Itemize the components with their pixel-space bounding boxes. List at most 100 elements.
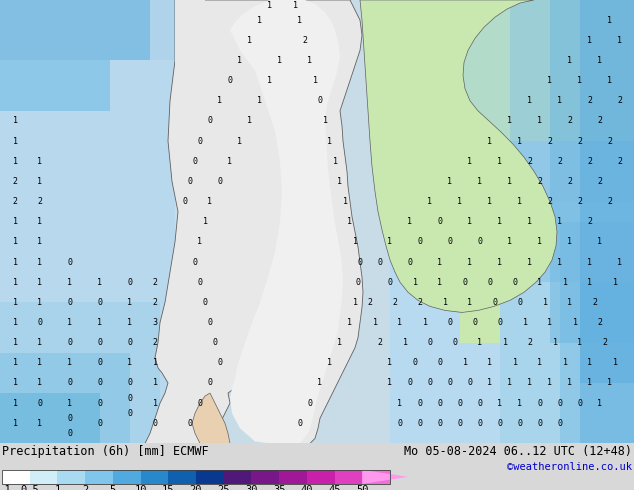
- Text: 2: 2: [607, 197, 612, 206]
- Text: 1: 1: [37, 217, 42, 226]
- Text: 0: 0: [557, 419, 562, 428]
- Text: 2: 2: [607, 137, 612, 146]
- Text: 1: 1: [498, 157, 503, 166]
- Text: 1: 1: [247, 36, 252, 45]
- Bar: [335, 470, 362, 484]
- Bar: [0, 353, 130, 443]
- Text: 0: 0: [498, 419, 503, 428]
- Polygon shape: [192, 393, 230, 443]
- Bar: [510, 0, 634, 282]
- Bar: [560, 222, 634, 443]
- Text: 1: 1: [127, 318, 133, 327]
- Text: 2: 2: [597, 318, 602, 327]
- Text: 1: 1: [557, 96, 562, 105]
- Text: 1: 1: [153, 358, 157, 368]
- Text: 0: 0: [207, 117, 212, 125]
- Text: 1: 1: [278, 56, 283, 65]
- Text: 2: 2: [593, 298, 597, 307]
- Bar: [362, 470, 390, 484]
- Bar: [460, 0, 634, 201]
- Text: 1: 1: [387, 237, 392, 246]
- Bar: [0, 393, 100, 443]
- Text: 1: 1: [268, 0, 273, 9]
- Text: 2: 2: [602, 338, 607, 347]
- Text: 1: 1: [498, 217, 503, 226]
- Text: 0: 0: [67, 298, 72, 307]
- Text: 2: 2: [578, 197, 583, 206]
- Text: 0: 0: [198, 137, 202, 146]
- Text: 1: 1: [588, 36, 593, 45]
- Text: 2: 2: [588, 96, 593, 105]
- Text: 1: 1: [153, 378, 157, 388]
- Text: 2: 2: [597, 117, 602, 125]
- Bar: [175, 0, 205, 81]
- Text: 0: 0: [98, 338, 103, 347]
- Bar: [500, 343, 634, 393]
- Bar: [0, 0, 175, 60]
- Text: 1: 1: [488, 197, 493, 206]
- Bar: [58, 470, 85, 484]
- Text: 0: 0: [458, 419, 462, 428]
- Text: 2: 2: [153, 298, 157, 307]
- Text: 1: 1: [507, 237, 512, 246]
- Text: 0: 0: [198, 278, 202, 287]
- Text: 2: 2: [377, 338, 382, 347]
- Text: 0: 0: [193, 258, 198, 267]
- Text: 0: 0: [98, 399, 103, 408]
- Text: 1: 1: [413, 278, 418, 287]
- Text: 1: 1: [597, 56, 602, 65]
- Text: 1: 1: [318, 378, 323, 388]
- Text: 1: 1: [562, 358, 567, 368]
- Text: 2: 2: [527, 338, 533, 347]
- Text: 0: 0: [578, 399, 583, 408]
- Text: 1: 1: [588, 358, 593, 368]
- Text: 0: 0: [448, 237, 453, 246]
- Text: 10: 10: [134, 485, 147, 490]
- Text: 0: 0: [217, 177, 223, 186]
- Text: 2: 2: [153, 278, 157, 287]
- Text: 0: 0: [538, 399, 543, 408]
- Text: 1: 1: [13, 217, 18, 226]
- Text: 1: 1: [37, 419, 42, 428]
- Text: 1: 1: [323, 117, 328, 125]
- Text: 1: 1: [597, 237, 602, 246]
- Bar: [279, 470, 307, 484]
- Text: 1: 1: [198, 237, 202, 246]
- Text: 2: 2: [548, 137, 552, 146]
- Text: 0: 0: [512, 278, 517, 287]
- Text: 1: 1: [408, 217, 413, 226]
- Text: 1: 1: [498, 258, 503, 267]
- Text: 1: 1: [328, 137, 332, 146]
- Text: 0: 0: [127, 393, 133, 403]
- Text: 2: 2: [527, 157, 533, 166]
- Text: 1: 1: [13, 117, 18, 125]
- Text: 1: 1: [448, 177, 453, 186]
- Bar: [224, 470, 252, 484]
- Text: 2: 2: [618, 96, 623, 105]
- Text: 1: 1: [488, 358, 493, 368]
- Text: 0: 0: [207, 318, 212, 327]
- Text: 1: 1: [37, 338, 42, 347]
- Text: 30: 30: [245, 485, 257, 490]
- Text: 0: 0: [98, 298, 103, 307]
- Text: 35: 35: [273, 485, 285, 490]
- Text: 0: 0: [67, 429, 72, 438]
- Text: 1: 1: [398, 318, 403, 327]
- Text: 2: 2: [588, 217, 593, 226]
- Text: 1: 1: [37, 298, 42, 307]
- Text: 1: 1: [373, 318, 377, 327]
- Text: 1: 1: [578, 76, 583, 85]
- Text: 1: 1: [13, 157, 18, 166]
- Text: 0: 0: [453, 338, 458, 347]
- Text: 1: 1: [458, 197, 462, 206]
- Text: 1: 1: [347, 217, 353, 226]
- Text: 1: 1: [13, 338, 18, 347]
- Text: 2: 2: [567, 177, 573, 186]
- Bar: [390, 0, 634, 443]
- Bar: [141, 470, 168, 484]
- Text: 0: 0: [37, 318, 42, 327]
- Text: 0: 0: [413, 358, 418, 368]
- Text: 1: 1: [13, 298, 18, 307]
- Polygon shape: [145, 0, 363, 443]
- Bar: [2, 470, 30, 484]
